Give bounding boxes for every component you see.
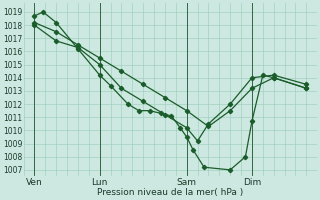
X-axis label: Pression niveau de la mer( hPa ): Pression niveau de la mer( hPa ): [97, 188, 244, 197]
